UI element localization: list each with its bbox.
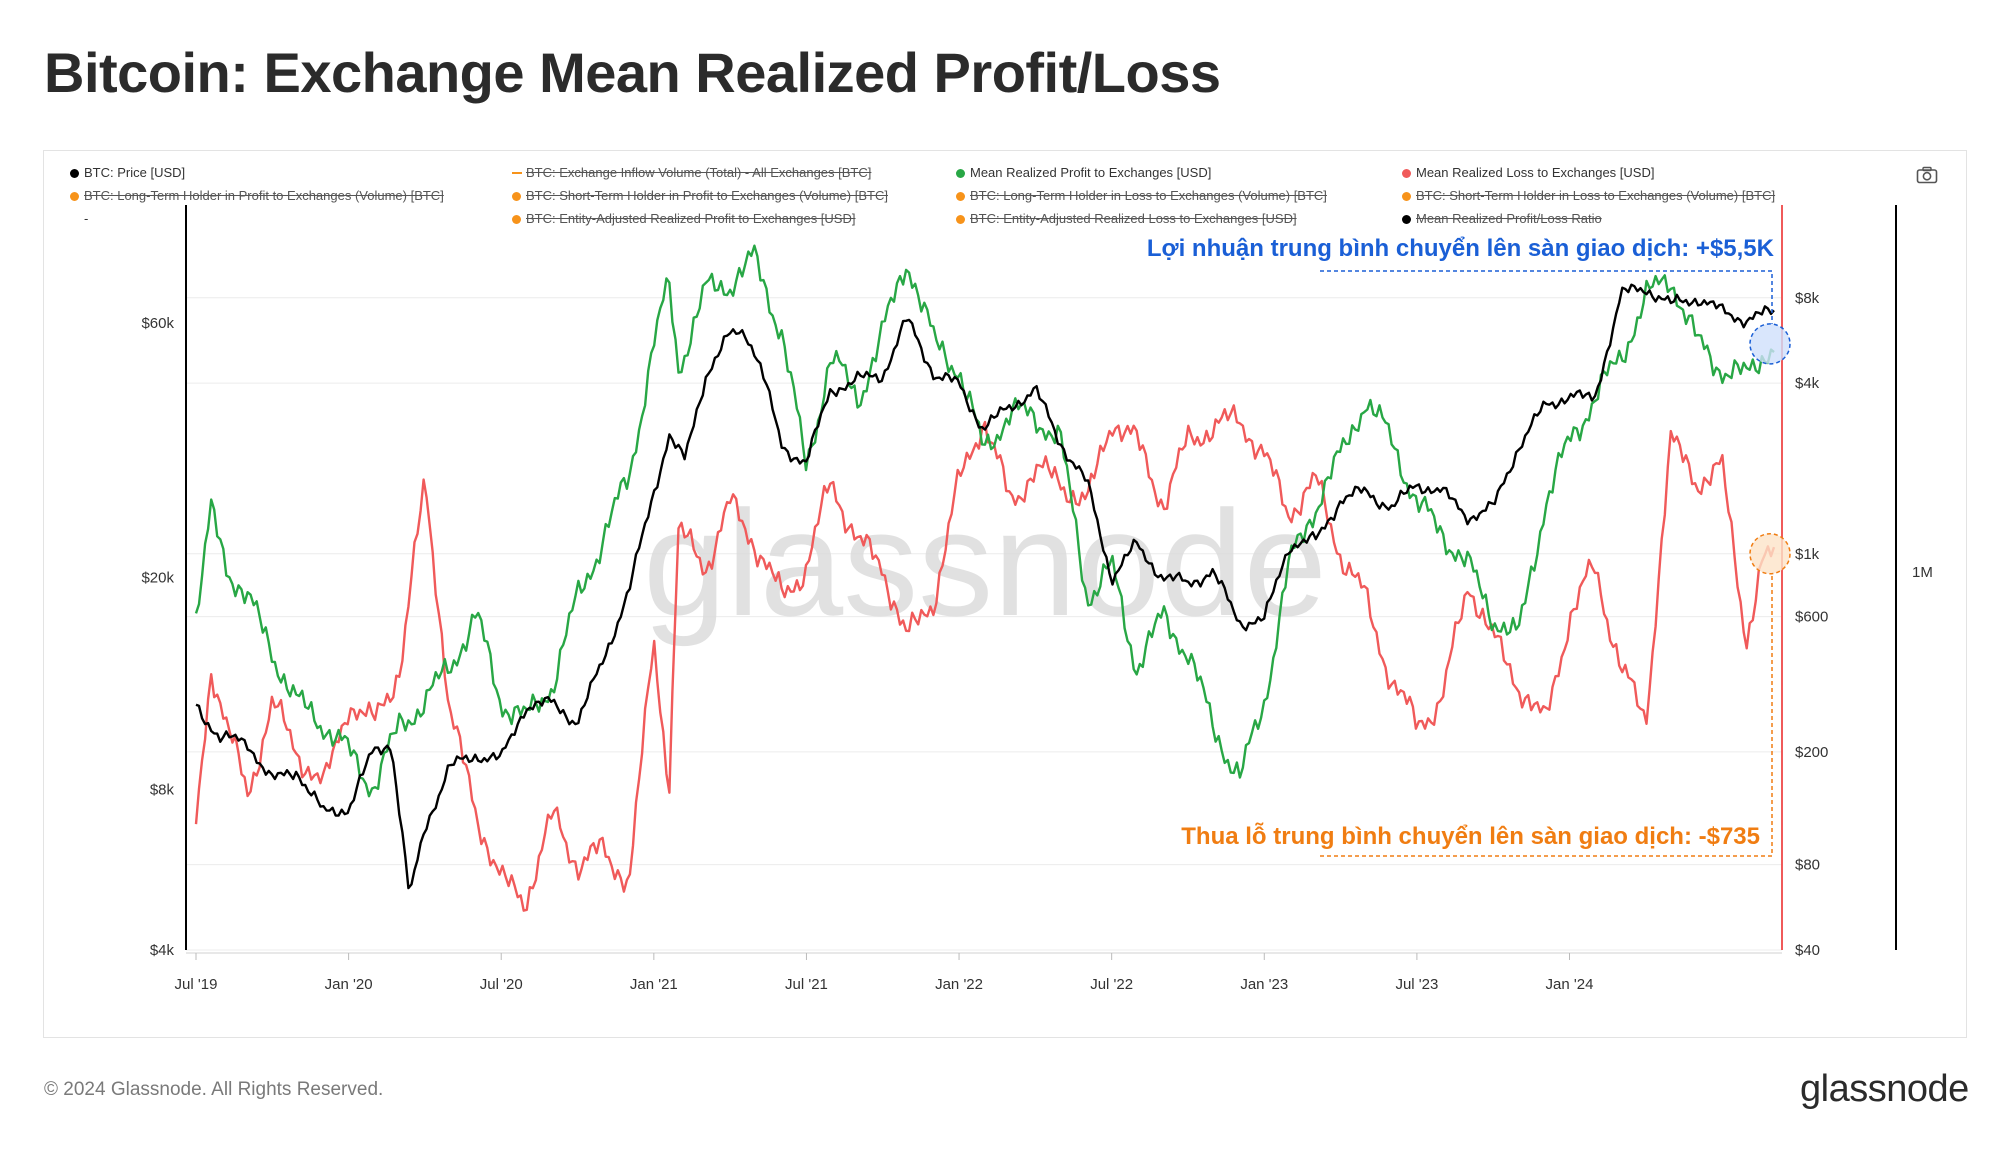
series-line-price <box>195 283 1775 890</box>
legend-marker <box>956 169 965 178</box>
legend-marker <box>512 192 521 201</box>
legend-label: - <box>84 211 89 226</box>
legend-item[interactable]: BTC: Exchange Inflow Volume (Total) - Al… <box>512 165 871 180</box>
legend-marker <box>956 192 965 201</box>
legend-marker <box>70 192 79 201</box>
y-tick-label-left: $20k <box>141 570 174 587</box>
loss-note-leader <box>1320 573 1773 857</box>
legend-item[interactable]: Mean Realized Profit to Exchanges [USD] <box>956 165 1211 180</box>
series-line-loss <box>194 404 1776 912</box>
x-tick-label: Jan '23 <box>1240 976 1288 993</box>
legend-item[interactable]: BTC: Short-Term Holder in Loss to Exchan… <box>1402 188 1775 203</box>
x-tick-label: Jul '20 <box>480 976 523 993</box>
legend-marker <box>70 169 79 178</box>
legend-item[interactable]: Mean Realized Loss to Exchanges [USD] <box>1402 165 1654 180</box>
legend-item[interactable]: - <box>84 211 88 226</box>
far-right-axis-label: 1M <box>1912 564 1933 581</box>
legend-item[interactable]: BTC: Price [USD] <box>70 165 185 180</box>
legend-marker <box>956 215 965 224</box>
legend-label: BTC: Entity-Adjusted Realized Profit to … <box>526 211 856 226</box>
y-tick-label-right: $8k <box>1795 290 1820 307</box>
y-tick-label-left: $4k <box>150 942 175 959</box>
profit-note-leader <box>1320 270 1773 324</box>
y-tick-label-right: $80 <box>1795 857 1820 874</box>
x-tick-label: Jan '22 <box>935 976 983 993</box>
legend-marker <box>512 215 521 224</box>
legend-label: BTC: Long-Term Holder in Loss to Exchang… <box>970 188 1327 203</box>
loss-annotation: Thua lỗ trung bình chuyển lên sàn giao d… <box>1181 822 1760 850</box>
y-tick-label-right: $600 <box>1795 609 1828 626</box>
legend-label: Mean Realized Loss to Exchanges [USD] <box>1416 165 1655 180</box>
x-tick-label: Jul '19 <box>175 976 218 993</box>
x-tick-label: Jan '24 <box>1546 976 1594 993</box>
legend-item[interactable]: BTC: Long-Term Holder in Profit to Excha… <box>70 188 444 203</box>
camera-icon[interactable] <box>1916 166 1938 184</box>
y-tick-label-right: $40 <box>1795 942 1820 959</box>
legend-marker <box>1402 215 1411 224</box>
brand-logo: glassnode <box>1800 1068 1969 1110</box>
legend-label: Mean Realized Profit/Loss Ratio <box>1416 211 1602 226</box>
legend-label: BTC: Long-Term Holder in Profit to Excha… <box>84 188 444 203</box>
legend-marker <box>1402 192 1411 201</box>
legend-marker <box>512 172 522 174</box>
x-tick-label: Jan '20 <box>325 976 373 993</box>
legend-label: BTC: Entity-Adjusted Realized Loss to Ex… <box>970 211 1297 226</box>
legend-item[interactable]: BTC: Entity-Adjusted Realized Profit to … <box>512 211 855 226</box>
legend-label: BTC: Short-Term Holder in Profit to Exch… <box>526 188 888 203</box>
legend-label: Mean Realized Profit to Exchanges [USD] <box>970 165 1212 180</box>
chart-panel <box>43 150 1967 1038</box>
series-line-profit <box>194 244 1775 798</box>
profit-annotation: Lợi nhuận trung bình chuyển lên sàn giao… <box>1147 235 1775 262</box>
x-tick-label: Jul '23 <box>1395 976 1438 993</box>
profit-highlight-marker <box>1749 323 1791 365</box>
y-tick-label-right: $4k <box>1795 375 1820 392</box>
x-tick-label: Jul '21 <box>785 976 828 993</box>
x-tick-label: Jul '22 <box>1090 976 1133 993</box>
y-tick-label-right: $200 <box>1795 744 1828 761</box>
copyright: © 2024 Glassnode. All Rights Reserved. <box>44 1079 384 1100</box>
legend-item[interactable]: BTC: Entity-Adjusted Realized Loss to Ex… <box>956 211 1297 226</box>
legend-label: BTC: Short-Term Holder in Loss to Exchan… <box>1416 188 1776 203</box>
y-tick-label-left: $60k <box>141 315 174 332</box>
legend-item[interactable]: BTC: Short-Term Holder in Profit to Exch… <box>512 188 888 203</box>
legend-item[interactable]: Mean Realized Profit/Loss Ratio <box>1402 211 1602 226</box>
legend-label: BTC: Exchange Inflow Volume (Total) - Al… <box>526 165 872 180</box>
page-title: Bitcoin: Exchange Mean Realized Profit/L… <box>44 41 1221 104</box>
y-tick-label-left: $8k <box>150 782 175 799</box>
legend-label: BTC: Price [USD] <box>84 165 186 180</box>
y-tick-label-right: $1k <box>1795 546 1820 563</box>
legend-item[interactable]: BTC: Long-Term Holder in Loss to Exchang… <box>956 188 1327 203</box>
x-tick-label: Jan '21 <box>630 976 678 993</box>
legend-marker <box>1402 169 1411 178</box>
loss-highlight-marker <box>1749 533 1791 575</box>
watermark: glassnode <box>643 479 1327 647</box>
